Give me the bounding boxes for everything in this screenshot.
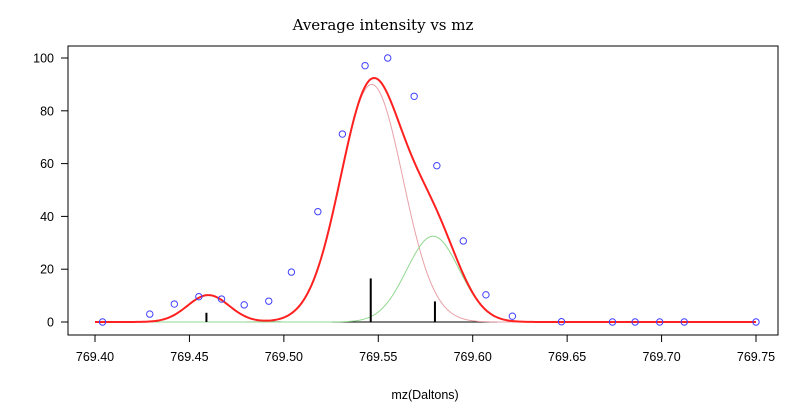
observed-point <box>265 297 273 305</box>
y-tick-label: 60 <box>40 157 54 171</box>
x-tick-label: 769.70 <box>642 350 680 364</box>
observed-point <box>146 310 154 318</box>
x-tick-label: 769.75 <box>737 350 775 364</box>
y-axis: 0 20 40 60 80 100 <box>33 52 69 330</box>
total-fit-curve <box>95 76 756 323</box>
y-tick-label: 100 <box>33 52 54 66</box>
observed-point <box>608 318 617 326</box>
observed-point <box>508 312 517 320</box>
observed-point <box>410 92 418 100</box>
observed-point <box>314 207 322 216</box>
observed-points <box>98 54 760 326</box>
x-tick-label: 769.40 <box>76 350 114 364</box>
observed-point <box>384 54 392 62</box>
observed-point <box>459 237 467 245</box>
observed-point <box>361 61 369 70</box>
y-tick-label: 20 <box>40 263 54 277</box>
observed-point <box>433 162 441 170</box>
observed-point <box>557 318 566 326</box>
observed-point <box>217 295 226 303</box>
y-tick-label: 80 <box>40 104 54 118</box>
component-curve-2 <box>95 83 756 323</box>
x-axis-label: mz(Daltons) <box>391 388 458 402</box>
chart-title: Average intensity vs mz <box>292 16 474 34</box>
x-axis: 769.40 769.45 769.50 769.55 769.60 769.65 769.… <box>76 334 775 364</box>
x-tick-label: 769.60 <box>454 350 492 364</box>
x-tick-label: 769.45 <box>170 350 208 364</box>
observed-point <box>655 318 664 326</box>
y-tick-label: 40 <box>40 210 54 224</box>
y-tick-label: 0 <box>47 316 54 330</box>
centroid-sticks <box>205 278 436 322</box>
fit-curves <box>95 76 756 323</box>
x-tick-label: 769.65 <box>548 350 586 364</box>
observed-point <box>240 301 248 309</box>
component-curve-1 <box>95 294 756 323</box>
observed-point <box>170 300 179 308</box>
observed-point <box>338 130 347 138</box>
observed-point <box>98 318 107 326</box>
x-tick-label: 769.50 <box>265 350 303 364</box>
observed-point <box>680 318 688 326</box>
observed-point <box>482 291 490 299</box>
observed-point <box>195 292 203 301</box>
observed-point <box>631 318 639 326</box>
plot-frame <box>67 45 779 336</box>
x-tick-label: 769.55 <box>359 350 397 364</box>
observed-point <box>287 268 296 276</box>
component-curve-3 <box>95 235 756 323</box>
observed-point <box>752 318 760 326</box>
